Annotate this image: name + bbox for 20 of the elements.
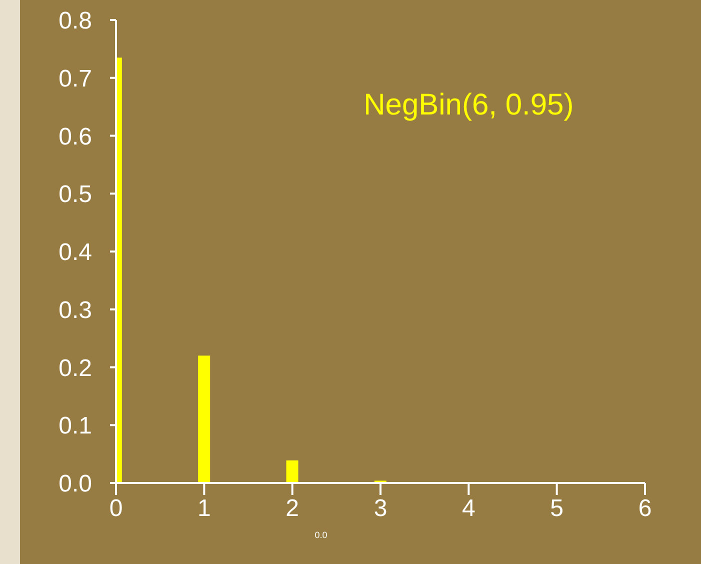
text: 0.0: [314, 530, 328, 540]
x-tick-label: 4: [462, 495, 476, 522]
y-tick-label: 0.0: [58, 470, 92, 498]
x-tick-label: 5: [550, 495, 564, 522]
y-tick-label: 0.1: [58, 412, 92, 440]
y-tick-label: 0.7: [58, 65, 92, 92]
bar: [198, 356, 210, 483]
text: NegBin(6, 0.95): [364, 88, 574, 122]
y-tick-label: 0.6: [58, 123, 92, 150]
x-tick-label: 6: [638, 495, 652, 522]
x-tick-label: 3: [374, 495, 388, 522]
y-tick-label: 0.4: [58, 239, 92, 266]
x-tick-label: 1: [197, 495, 211, 522]
y-tick-label: 0.5: [58, 181, 92, 208]
bar: [286, 460, 298, 483]
y-tick-label: 0.2: [58, 354, 92, 382]
x-tick-label: 0: [109, 495, 123, 522]
x-tick-label: 2: [286, 495, 300, 522]
y-tick-label: 0.8: [58, 8, 92, 35]
y-tick-label: 0.3: [58, 296, 92, 324]
